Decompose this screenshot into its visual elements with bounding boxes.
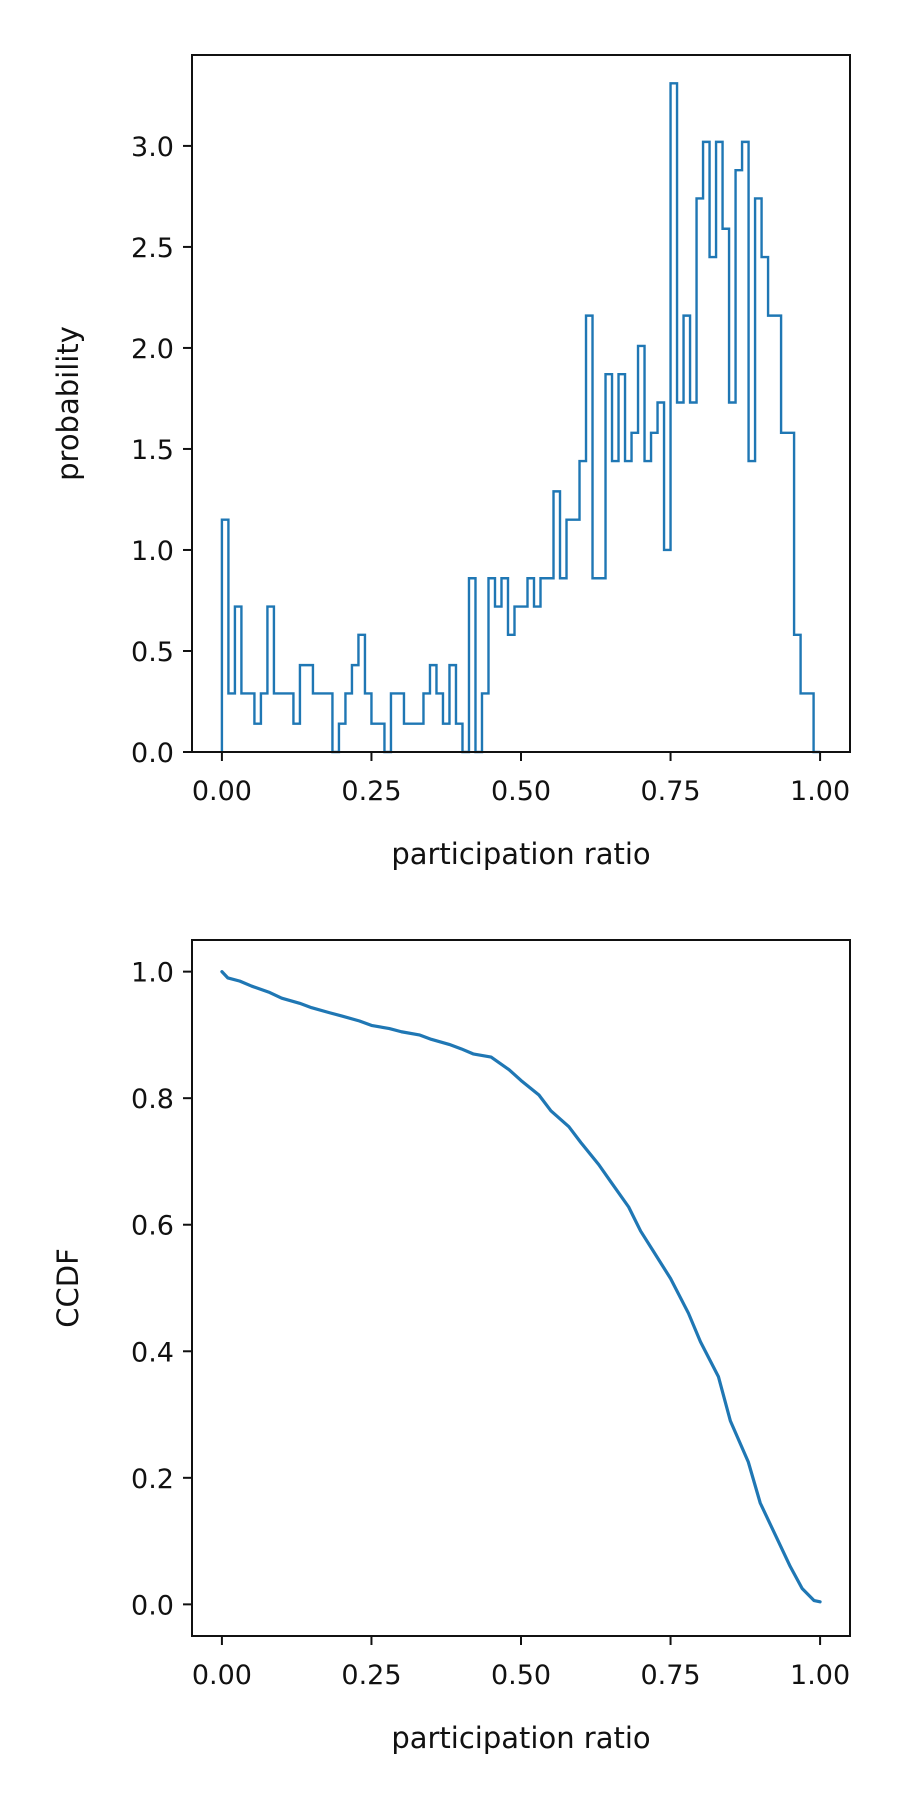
ccdf-ticks: 0.00 0.25 0.50 0.75 1.00 0.0 0.2 0.4 0.6 0.8 1.0 [131,958,850,1691]
histogram-y-tick-label: 1.0 [131,536,174,567]
histogram-y-tick-label: 2.5 [131,233,174,264]
histogram-x-axis-label: participation ratio [391,837,650,871]
ccdf-y-tick-label: 0.6 [131,1211,174,1242]
histogram-x-tick-label: 0.00 [192,776,252,807]
histogram-plot-area [220,82,821,754]
histogram-y-axis-label: probability [51,326,85,481]
ccdf-x-tick-label: 0.00 [192,1660,252,1691]
histogram-y-tick-label: 0.0 [131,738,174,769]
ccdf-y-axis-label: CCDF [51,1248,85,1328]
histogram-ticks: 0.00 0.25 0.50 0.75 1.00 0.0 0.5 1.0 1.5 2.0 2.5 3.… [131,132,850,807]
ccdf-x-tick-label: 1.00 [790,1660,850,1691]
histogram-step-outline [220,82,821,754]
histogram-y-tick-label: 3.0 [131,132,174,163]
ccdf-y-tick-label: 0.8 [131,1084,174,1115]
histogram-panel: 0.00 0.25 0.50 0.75 1.00 0.0 0.5 1.0 1.5 2.0 2.5 3.… [51,54,851,871]
histogram-y-tick-label: 1.5 [131,435,174,466]
ccdf-x-tick-label: 0.25 [341,1660,401,1691]
ccdf-panel: 0.00 0.25 0.50 0.75 1.00 0.0 0.2 0.4 0.6 0.8 1.0 p… [51,939,851,1755]
ccdf-y-tick-label: 1.0 [131,958,174,989]
histogram-y-tick-label: 2.0 [131,334,174,365]
ccdf-axes-frame [191,939,851,1637]
histogram-x-tick-label: 0.75 [640,776,700,807]
histogram-axes-frame [191,54,851,753]
ccdf-y-tick-label: 0.2 [131,1464,174,1495]
ccdf-y-tick-label: 0.4 [131,1337,174,1368]
histogram-x-tick-label: 0.25 [341,776,401,807]
ccdf-y-tick-label: 0.0 [131,1590,174,1621]
histogram-x-tick-label: 1.00 [790,776,850,807]
ccdf-x-tick-label: 0.75 [640,1660,700,1691]
ccdf-x-tick-label: 0.50 [491,1660,551,1691]
histogram-y-tick-label: 0.5 [131,637,174,668]
ccdf-x-axis-label: participation ratio [391,1721,650,1755]
ccdf-plot-area [220,970,822,1604]
ccdf-line [220,970,822,1604]
histogram-x-tick-label: 0.50 [491,776,551,807]
